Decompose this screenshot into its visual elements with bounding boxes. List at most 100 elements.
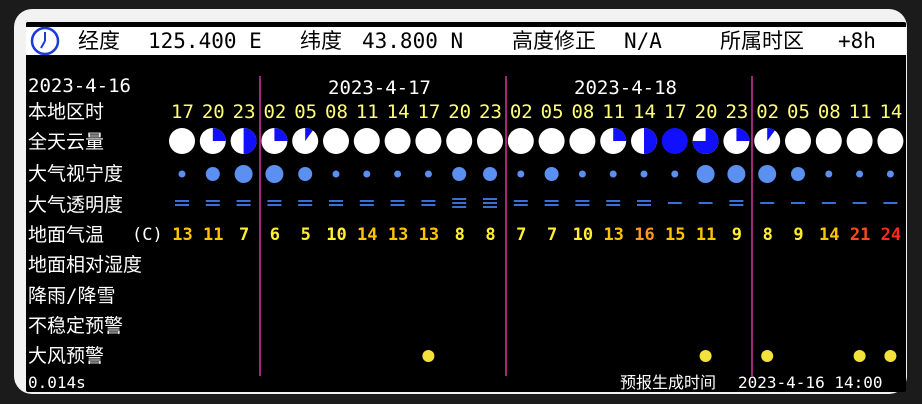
day-divider — [259, 76, 261, 376]
cloud-cover-icon — [538, 128, 565, 154]
seeing-dot — [332, 170, 340, 178]
hour-cell: 23 — [232, 101, 256, 123]
cloud-cover-icon — [507, 128, 534, 154]
timezone-label: 所属时区 — [720, 27, 804, 55]
transparency-bars — [637, 200, 651, 206]
temperature-cell: 8 — [485, 225, 496, 245]
hour-cell: 17 — [417, 101, 441, 123]
temperature-cell: 11 — [695, 225, 717, 245]
seeing-dot — [609, 170, 617, 178]
date-day3: 2023-4-18 — [574, 77, 677, 99]
hour-cell: 05 — [294, 101, 318, 123]
temperature-cell: 10 — [326, 225, 347, 245]
elapsed-time: 0.014s — [28, 373, 86, 392]
latitude-label: 纬度 — [300, 27, 342, 55]
transparency-bars — [791, 202, 805, 204]
temperature-cell: 15 — [665, 225, 686, 245]
seeing-dot — [758, 165, 777, 183]
temperature-cell: 14 — [357, 225, 378, 245]
cloud-cover-icon — [323, 128, 349, 154]
wind-warning-dot — [422, 350, 435, 362]
temperature-cell: 5 — [300, 225, 311, 245]
seeing-dot — [696, 165, 715, 183]
timezone-value: +8h — [838, 27, 876, 55]
transparency-bars — [760, 202, 775, 204]
seeing-dot — [791, 167, 805, 181]
cloud-cover-icon — [446, 128, 473, 154]
cloud-cover-icon — [600, 128, 627, 154]
transparency-bars — [329, 200, 343, 206]
transparency-bars — [298, 200, 313, 206]
cloud-cover-icon — [384, 128, 411, 154]
generated-time: 2023-4-16 14:00 — [738, 373, 883, 392]
temperature-cell: 13 — [603, 225, 624, 245]
seeing-dot — [298, 167, 313, 181]
cloud-cover-icon — [261, 128, 288, 154]
temperature-cell: 7 — [546, 225, 558, 245]
row-label-cloud: 全天云量 — [28, 131, 105, 153]
hour-cell: 14 — [879, 101, 903, 123]
seeing-dot — [640, 170, 648, 178]
cloud-cover-icon — [199, 128, 226, 154]
hour-cell: 08 — [571, 101, 595, 123]
transparency-bars — [729, 200, 744, 206]
hour-cell: 02 — [756, 101, 780, 123]
seeing-dot — [544, 167, 559, 181]
row-label-transparency: 大气透明度 — [28, 194, 124, 216]
day-divider — [751, 76, 753, 376]
temperature-cell: 13 — [172, 225, 193, 245]
hour-cell: 11 — [355, 101, 379, 123]
cloud-cover-icon — [846, 128, 873, 154]
seeing-dot — [234, 165, 253, 183]
transparency-bars — [544, 200, 559, 206]
cloud-cover-icon — [723, 128, 750, 154]
hour-cell: 23 — [479, 101, 502, 123]
transparency-bars — [883, 202, 898, 204]
row-label-humidity: 地面相对湿度 — [28, 254, 143, 276]
cloud-cover-icon — [292, 128, 319, 154]
transparency-bars — [698, 202, 713, 204]
hour-cell: 05 — [540, 101, 564, 123]
row-label-wind: 大风预警 — [28, 345, 105, 367]
seeing-dot — [483, 167, 497, 181]
altitude-label: 高度修正 — [512, 27, 596, 55]
hour-cell: 23 — [725, 101, 749, 123]
transparency-bars — [667, 202, 682, 204]
seeing-dot — [205, 167, 220, 181]
temperature-cell: 8 — [762, 225, 773, 245]
transparency-bars — [452, 198, 467, 208]
seeing-dot — [517, 170, 525, 178]
cloud-cover-icon — [230, 128, 257, 154]
transparency-bars — [175, 200, 189, 206]
seeing-dot — [825, 170, 833, 178]
temperature-cell: 7 — [238, 225, 250, 245]
cloud-cover-icon — [477, 128, 503, 154]
cloud-cover-icon — [815, 128, 842, 154]
transparency-bars — [483, 198, 497, 208]
temperature-cell: 6 — [269, 225, 281, 245]
hour-cell: 14 — [386, 101, 410, 123]
hour-cell: 17 — [663, 101, 687, 123]
day-divider — [505, 76, 507, 376]
clock-icon — [30, 26, 60, 56]
temperature-cell: 24 — [880, 225, 902, 245]
seeing-dot — [856, 170, 864, 178]
temperature-cell: 9 — [793, 225, 804, 245]
cloud-cover-icon — [785, 128, 811, 154]
transparency-bars — [390, 200, 405, 206]
transparency-bars — [606, 200, 621, 206]
hour-cell: 20 — [694, 101, 718, 123]
seeing-dot — [265, 165, 284, 183]
temperature-cell: 14 — [819, 225, 840, 245]
hour-cell: 14 — [633, 101, 656, 123]
temperature-cell: 16 — [634, 225, 655, 245]
transparency-bars — [821, 202, 836, 204]
seeing-dot — [452, 167, 467, 181]
seeing-dot — [178, 170, 186, 178]
row-label-temperature: 地面气温 — [28, 224, 105, 246]
seeing-dot — [671, 170, 679, 178]
altitude-value: N/A — [624, 27, 662, 55]
hour-cell: 11 — [848, 101, 872, 123]
transparency-bars — [575, 200, 590, 206]
forecast-panel: 经度 125.400 E 纬度 43.800 N 高度修正 N/A 所属时区 +… — [26, 22, 906, 392]
